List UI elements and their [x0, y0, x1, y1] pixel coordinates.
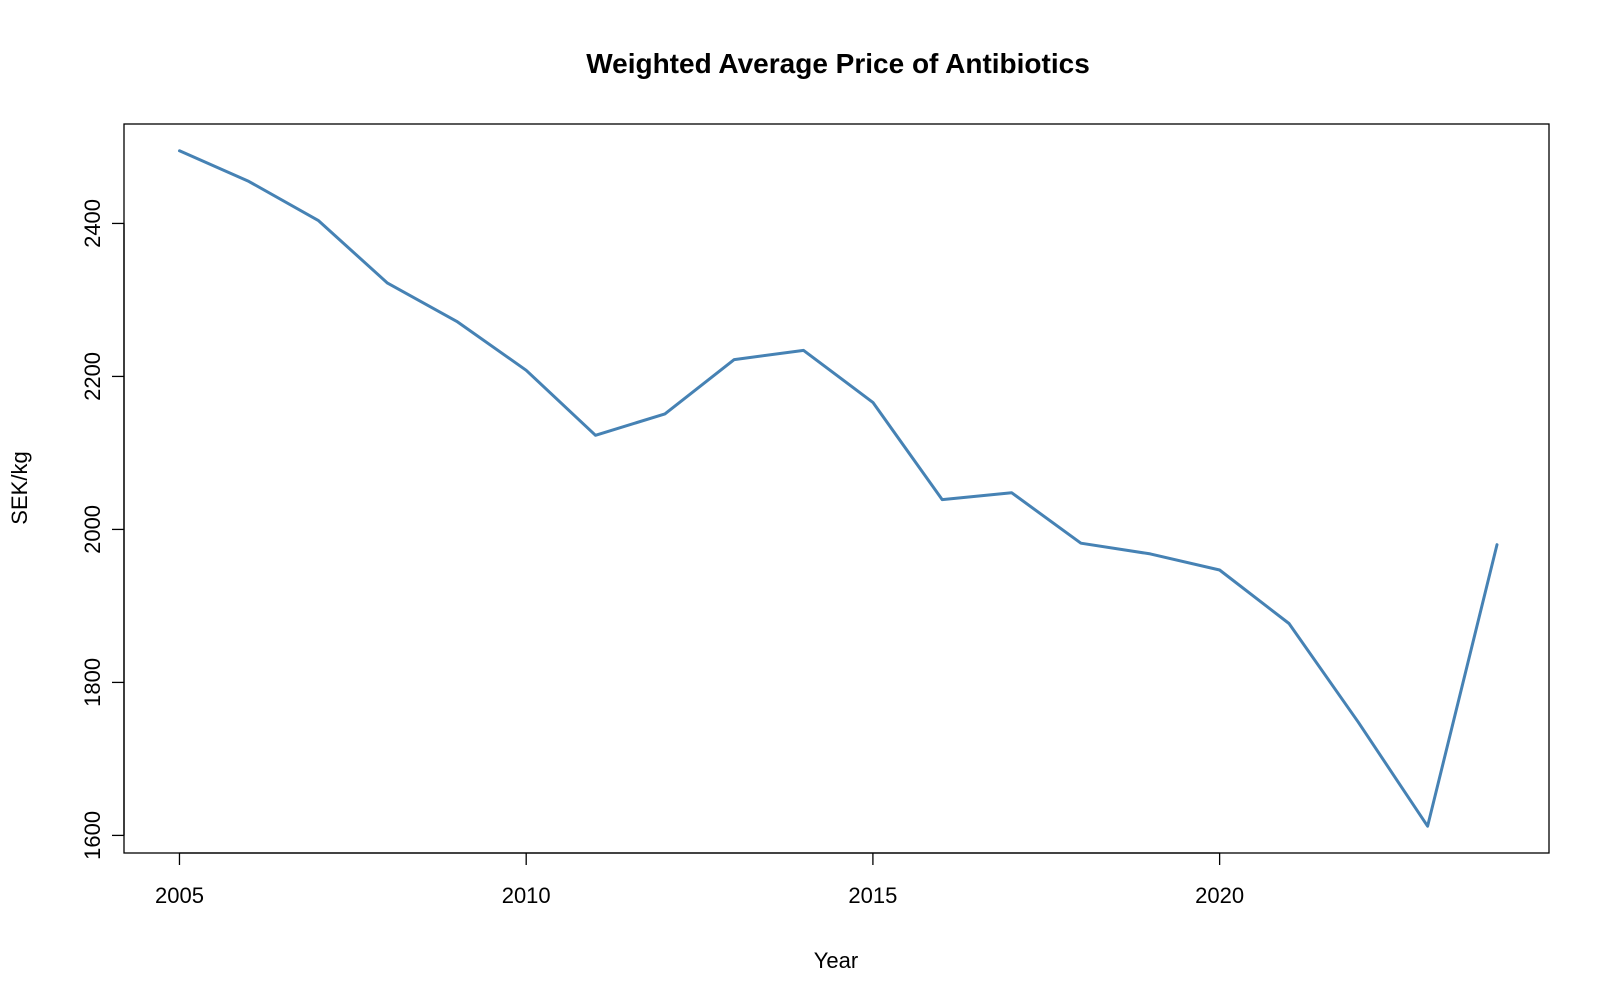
x-tick-label: 2010: [502, 883, 551, 908]
x-tick-label: 2015: [848, 883, 897, 908]
y-tick-label: 2400: [80, 199, 105, 248]
x-axis: 2005 2010 2015 2020: [155, 852, 1244, 908]
y-tick-label: 1600: [80, 811, 105, 860]
series-layer: [178, 149, 1499, 828]
x-tick-label: 2020: [1195, 883, 1244, 908]
plot-frame: [123, 123, 1550, 854]
y-tick-label: 2000: [80, 505, 105, 554]
y-tick-label: 1800: [80, 658, 105, 707]
x-tick-label: 2005: [155, 883, 204, 908]
series-line: [178, 149, 1499, 828]
chart-title: Weighted Average Price of Antibiotics: [586, 48, 1090, 79]
y-tick-label: 2200: [80, 352, 105, 401]
y-axis-label: SEK/kg: [7, 451, 32, 524]
y-axis: 1600 1800 2000 2200 2400: [80, 199, 125, 860]
x-axis-label: Year: [814, 948, 858, 973]
